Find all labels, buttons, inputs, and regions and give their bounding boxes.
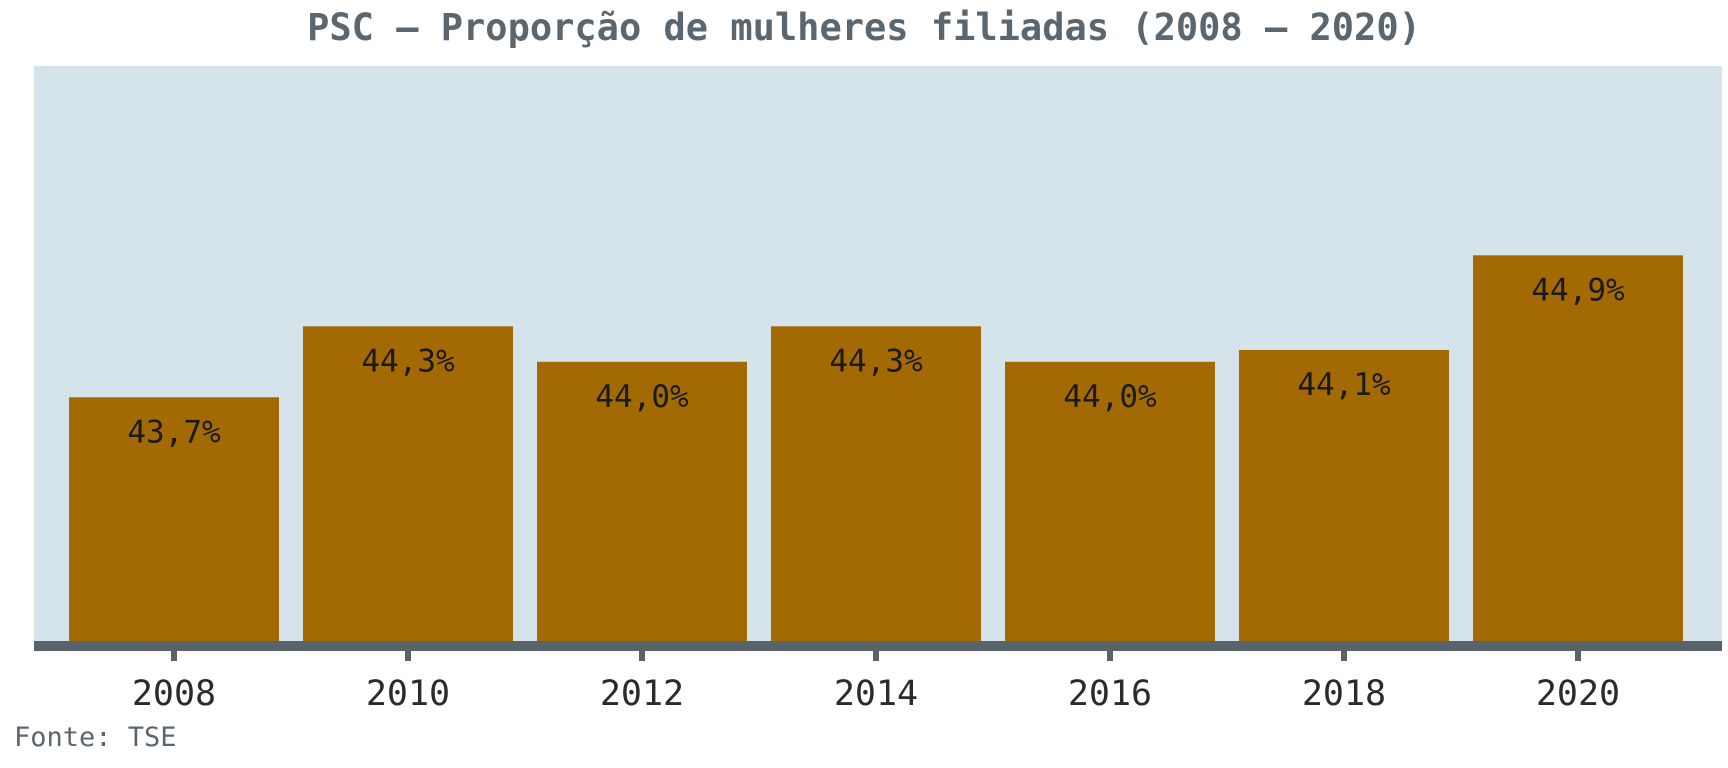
- x-tick: [405, 647, 411, 661]
- x-tick-label: 2010: [366, 674, 450, 714]
- data-label: 44,9%: [1531, 272, 1625, 308]
- bar: [1239, 349, 1449, 641]
- x-axis-line: [34, 641, 1722, 651]
- bar: [1005, 361, 1215, 641]
- chart-title: PSC – Proporção de mulheres filiadas (20…: [307, 6, 1421, 49]
- x-tick: [873, 647, 879, 661]
- x-tick-label: 2018: [1302, 674, 1386, 714]
- bar: [303, 326, 513, 641]
- bar: [537, 361, 747, 641]
- x-tick-label: 2014: [834, 674, 918, 714]
- source-note: Fonte: TSE: [14, 722, 177, 753]
- bar: [69, 397, 279, 641]
- data-label: 44,0%: [1063, 379, 1157, 415]
- x-tick: [171, 647, 177, 661]
- data-label: 44,3%: [829, 343, 923, 379]
- x-tick-label: 2016: [1068, 674, 1152, 714]
- data-label: 44,0%: [595, 379, 689, 415]
- bar: [1473, 255, 1683, 641]
- x-tick-label: 2012: [600, 674, 684, 714]
- data-label: 44,3%: [361, 343, 455, 379]
- x-tick: [639, 647, 645, 661]
- data-label: 44,1%: [1297, 367, 1391, 403]
- bar: [771, 326, 981, 641]
- x-tick: [1575, 647, 1581, 661]
- x-tick-label: 2008: [132, 674, 216, 714]
- x-tick-label: 2020: [1536, 674, 1620, 714]
- x-tick: [1341, 647, 1347, 661]
- data-label: 43,7%: [127, 414, 221, 450]
- x-tick: [1107, 647, 1113, 661]
